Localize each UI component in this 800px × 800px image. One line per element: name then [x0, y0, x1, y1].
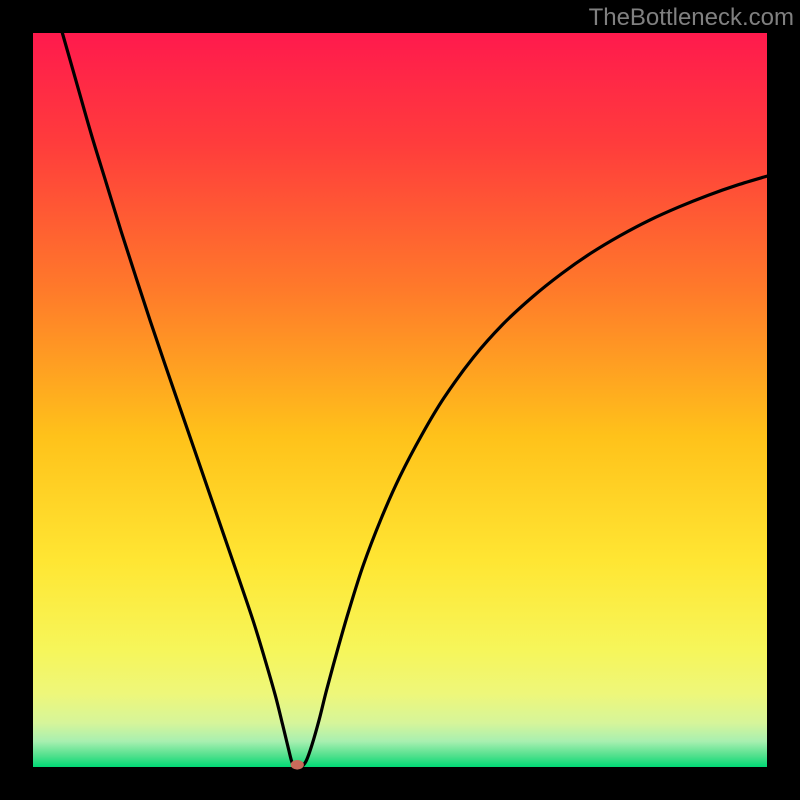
optimal-point-marker [291, 760, 304, 770]
chart-gradient-bg [33, 33, 767, 767]
chart-root: TheBottleneck.com [0, 0, 800, 800]
bottleneck-chart [0, 0, 800, 800]
watermark-text: TheBottleneck.com [589, 4, 794, 32]
